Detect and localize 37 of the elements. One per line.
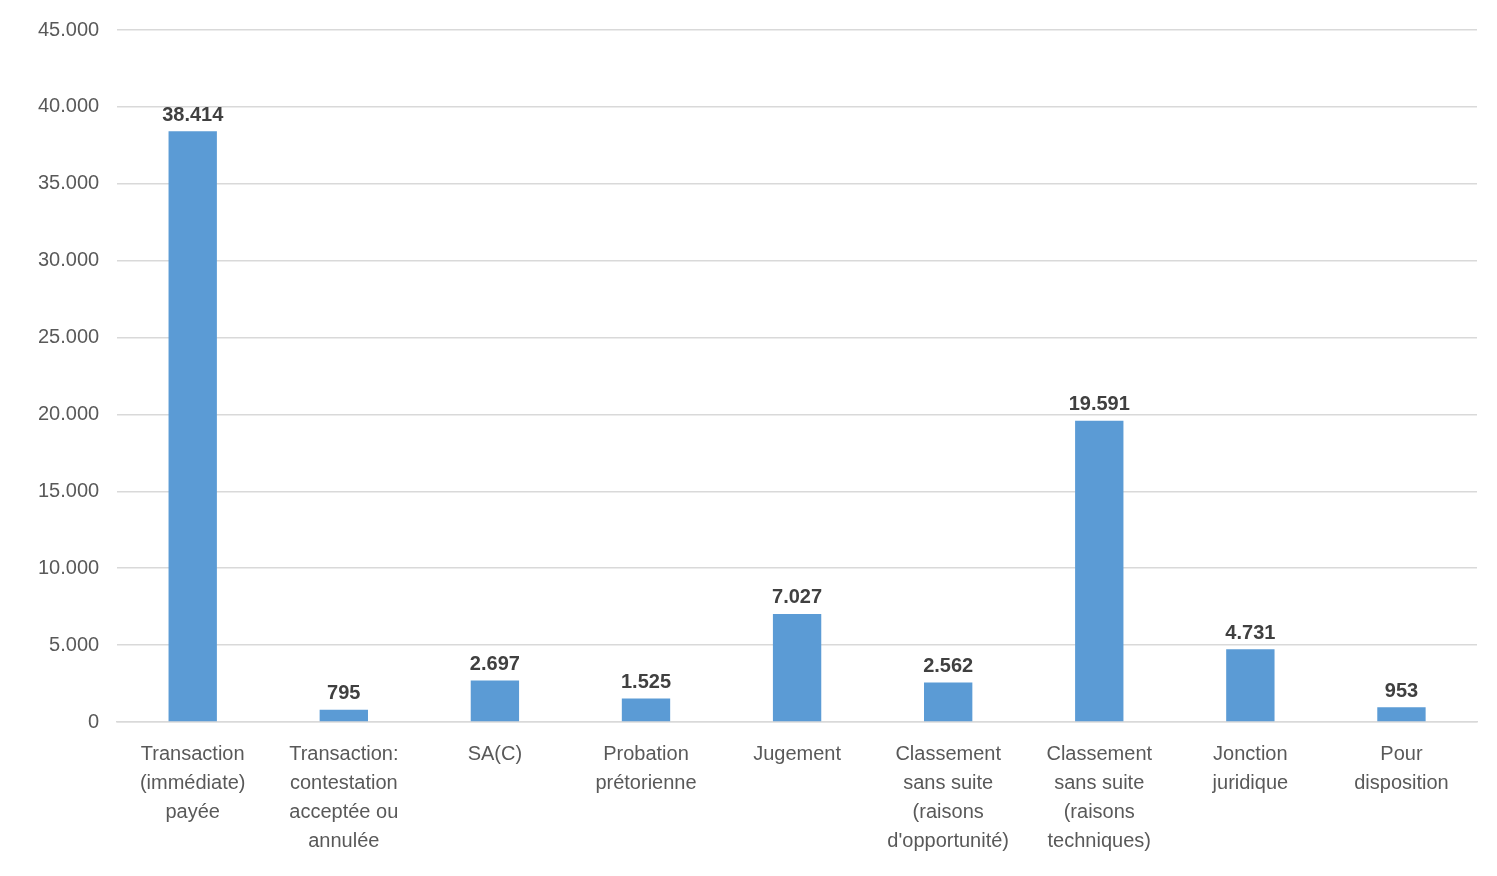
data-label: 19.591	[1068, 392, 1130, 415]
x-tick-label: Transaction: contestation acceptée ou annulée	[289, 742, 399, 852]
data-label: 1.525	[620, 670, 672, 693]
x-tick-label: Jonction juridique	[1211, 742, 1289, 794]
data-label: 4.731	[1225, 620, 1276, 643]
bar	[1226, 649, 1275, 722]
data-label: 795	[327, 681, 361, 704]
bar	[470, 680, 520, 722]
y-tick-label: 35.000	[38, 171, 100, 194]
data-label: 953	[1384, 678, 1419, 701]
y-tick-label: 5.000	[49, 632, 100, 655]
data-label: 2.562	[923, 654, 974, 677]
bar	[772, 613, 822, 722]
x-tick-label: Classement sans suite (raisons techniques)	[1046, 742, 1153, 852]
y-tick-label: 0	[88, 709, 100, 732]
data-label: 7.027	[772, 585, 823, 608]
x-tick-label: Jugement	[753, 742, 842, 765]
bar	[168, 131, 217, 722]
x-tick-label: Probation prétorienne	[595, 742, 697, 794]
y-tick-label: 20.000	[38, 401, 100, 424]
x-tick-label: Pour disposition	[1354, 742, 1449, 794]
bar	[621, 698, 671, 722]
bar	[1377, 707, 1426, 722]
x-tick-label: SA(C)	[467, 742, 523, 765]
data-label: 2.697	[469, 652, 520, 675]
bar	[319, 709, 368, 722]
data-label: 38.414	[162, 102, 225, 125]
y-tick-label: 30.000	[38, 248, 100, 271]
y-tick-label: 40.000	[38, 94, 100, 117]
y-tick-label: 45.000	[38, 17, 100, 40]
bar	[1075, 420, 1124, 722]
y-tick-label: 25.000	[38, 325, 100, 348]
x-tick-label: Transaction (immédiate) payée	[139, 742, 246, 823]
x-tick-label: Classement sans suite (raisons d'opportunité)	[887, 742, 1010, 852]
y-tick-label: 10.000	[38, 555, 100, 578]
y-tick-label: 15.000	[38, 478, 100, 501]
bar	[924, 682, 973, 722]
